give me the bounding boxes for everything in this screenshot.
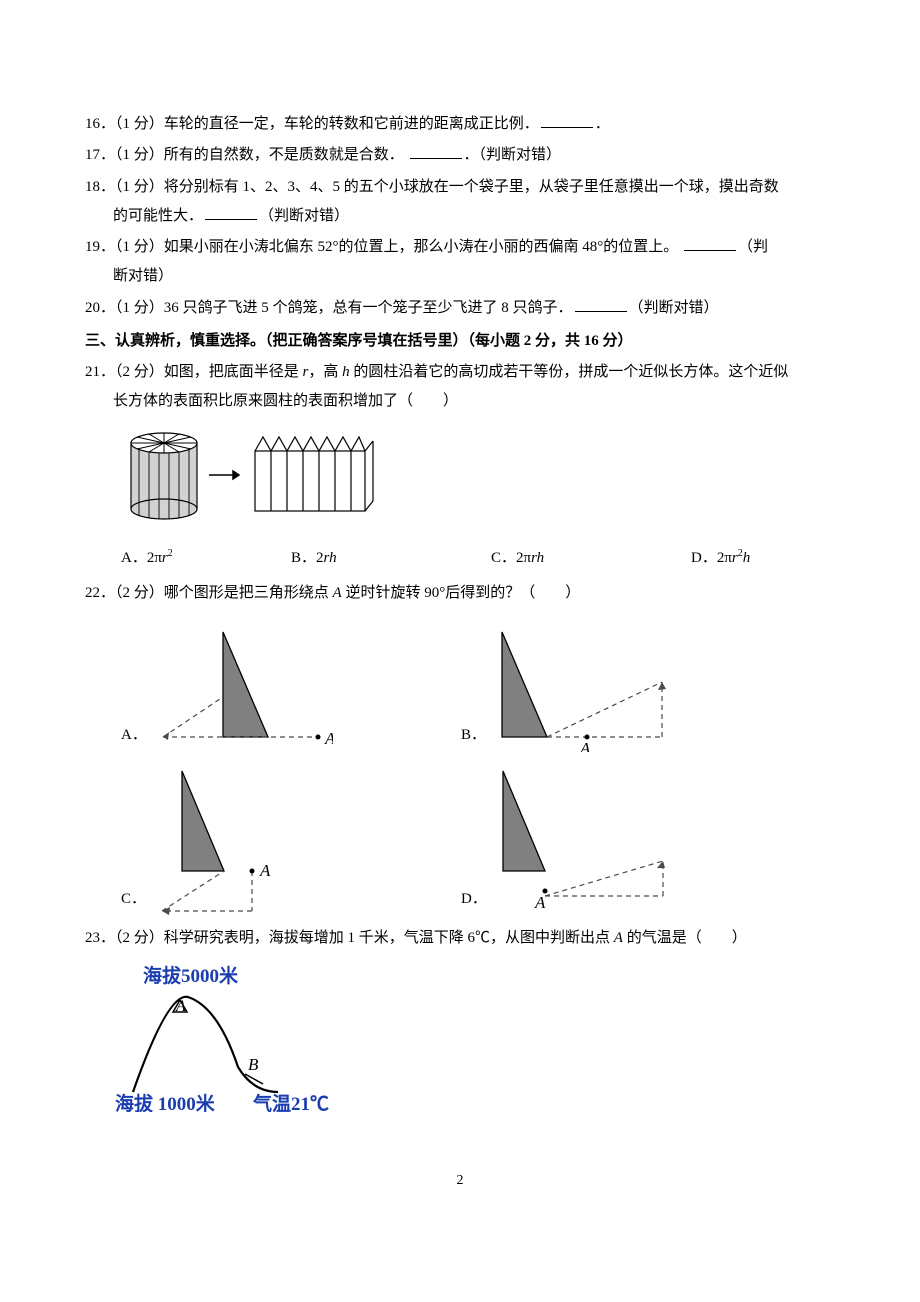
question-20: 20．（1 分）36 只鸽子飞进 5 个鸽笼，总有一个笼子至少飞进了 8 只鸽子… xyxy=(85,294,835,323)
q19-num: 19 xyxy=(85,239,100,255)
cylinder-icon xyxy=(131,433,197,519)
q23-text: 科学研究表明，海拔每增加 1 千米，气温下降 6℃，从图中判断出点 xyxy=(164,930,614,946)
q23-A: A xyxy=(614,930,623,946)
q19-line2: 断对错） xyxy=(85,262,835,291)
question-18: 18．（1 分）将分别标有 1、2、3、4、5 的五个小球放在一个袋子里，从袋子… xyxy=(85,173,835,232)
svg-text:A: A xyxy=(259,861,271,880)
q22-fig-c: A xyxy=(152,766,332,916)
section-3-header: 三、认真辨析，慎重选择。（把正确答案序号填在括号里）（每小题 2 分，共 16 … xyxy=(85,327,835,356)
q16-tail: ． xyxy=(595,116,610,132)
cuboid-icon xyxy=(255,437,373,511)
question-23: 23．（2 分）科学研究表明，海拔每增加 1 千米，气温下降 6℃，从图中判断出… xyxy=(85,924,835,953)
question-16: 16．（1 分）车轮的直径一定，车轮的转数和它前进的距离成正比例．． xyxy=(85,110,835,139)
question-17: 17．（1 分）所有的自然数，不是质数就是合数． ．（判断对错） xyxy=(85,141,835,170)
q22-opt-c[interactable]: C． A xyxy=(121,766,461,916)
q18-tail: （判断对错） xyxy=(259,208,349,224)
svg-text:A: A xyxy=(175,998,186,1015)
q17-blank[interactable] xyxy=(410,145,462,159)
q22-fig-b: A xyxy=(492,622,692,752)
q17-text: 所有的自然数，不是质数就是合数． xyxy=(164,147,404,163)
q17-pts: （1 分） xyxy=(115,147,164,163)
q21-line2: 长方体的表面积比原来圆柱的表面积增加了（ ） xyxy=(85,387,835,416)
q19-tail2: 断对错） xyxy=(113,268,173,284)
q21-ta: 如图，把底面半径是 xyxy=(164,364,303,380)
q18-num: 18 xyxy=(85,179,100,195)
q22-tb: 逆时针旋转 90°后得到的？（ ） xyxy=(342,585,581,601)
q21-opt-d[interactable]: D．2πr2h xyxy=(691,544,841,573)
q18-pts: （1 分） xyxy=(115,179,164,195)
q22-fig-a: A xyxy=(153,622,333,752)
q22-fig-d: A xyxy=(493,766,693,916)
q23-figure: 海拔5000米 A B 海拔 1000米 气温21℃ xyxy=(113,962,835,1123)
svg-text:海拔5000米: 海拔5000米 xyxy=(143,964,239,987)
q16-pts: （1 分） xyxy=(115,116,164,132)
q17-num: 17 xyxy=(85,147,100,163)
q21-td: 长方体的表面积比原来圆柱的表面积增加了（ ） xyxy=(113,393,458,409)
q21-num: 21 xyxy=(85,364,100,380)
q19-tail: （判 xyxy=(738,239,768,255)
q21-figure xyxy=(121,425,835,536)
q20-text-a: 36 只鸽子飞进 5 个鸽笼，总有一个笼子至少飞进了 8 只鸽子． xyxy=(164,300,573,316)
q20-blank[interactable] xyxy=(575,298,627,312)
q22-opt-b[interactable]: B． A xyxy=(461,622,801,752)
q21-opt-b[interactable]: B．2rh xyxy=(291,544,491,573)
question-22: 22．（2 分）哪个图形是把三角形绕点 A 逆时针旋转 90°后得到的？（ ） xyxy=(85,579,835,608)
q22-ta: 哪个图形是把三角形绕点 xyxy=(164,585,333,601)
q23-text2: 的气温是（ ） xyxy=(623,930,747,946)
q16-num: 16 xyxy=(85,116,100,132)
q18-text-b: 的可能性大． xyxy=(113,208,203,224)
q21-options: A．2πr2 B．2rh C．2πrh D．2πr2h xyxy=(85,544,835,573)
question-19: 19．（1 分）如果小丽在小涛北偏东 52°的位置上，那么小涛在小丽的西偏南 4… xyxy=(85,233,835,292)
svg-text:A: A xyxy=(324,729,333,748)
svg-text:气温21℃: 气温21℃ xyxy=(252,1092,329,1112)
q21-opt-a[interactable]: A．2πr2 xyxy=(121,544,291,573)
q21-opt-c[interactable]: C．2πrh xyxy=(491,544,691,573)
q18-text-a: 将分别标有 1、2、3、4、5 的五个小球放在一个袋子里，从袋子里任意摸出一个球… xyxy=(164,179,779,195)
q19-blank[interactable] xyxy=(684,237,736,251)
svg-text:A: A xyxy=(534,893,546,912)
q18-blank[interactable] xyxy=(205,206,257,220)
svg-text:A: A xyxy=(579,739,591,752)
q16-blank[interactable] xyxy=(541,114,593,128)
q22-A: A xyxy=(333,585,342,601)
q22-options: A． A B． A C． xyxy=(85,622,835,916)
q19-pts: （1 分） xyxy=(115,239,164,255)
q21-pts: （2 分） xyxy=(115,364,164,380)
q17-tail: ．（判断对错） xyxy=(464,147,562,163)
q16-text: 车轮的直径一定，车轮的转数和它前进的距离成正比例． xyxy=(164,116,539,132)
page-number: 2 xyxy=(85,1167,835,1194)
q23-num: 23 xyxy=(85,930,100,946)
arrow-icon xyxy=(209,471,239,479)
q22-pts: （2 分） xyxy=(115,585,164,601)
q18-line2: 的可能性大． （判断对错） xyxy=(85,202,835,231)
q22-num: 22 xyxy=(85,585,100,601)
q21-tc: 的圆柱沿着它的高切成若干等份，拼成一个近似长方体。这个近似 xyxy=(350,364,789,380)
svg-text:B: B xyxy=(248,1055,259,1074)
question-21: 21．（2 分）如图，把底面半径是 r，高 h 的圆柱沿着它的高切成若干等份，拼… xyxy=(85,358,835,417)
q22-opt-d[interactable]: D． A xyxy=(461,766,801,916)
q19-text-a: 如果小丽在小涛北偏东 52°的位置上，那么小涛在小丽的西偏南 48°的位置上。 xyxy=(164,239,679,255)
q21-tb: ，高 xyxy=(308,364,342,380)
q20-num: 20 xyxy=(85,300,100,316)
svg-text:海拔 1000米: 海拔 1000米 xyxy=(115,1092,216,1112)
q23-pts: （2 分） xyxy=(115,930,164,946)
q20-pts: （1 分） xyxy=(115,300,164,316)
q22-opt-a[interactable]: A． A xyxy=(121,622,461,752)
q20-tail: （判断对错） xyxy=(629,300,719,316)
q21-h: h xyxy=(342,364,350,380)
